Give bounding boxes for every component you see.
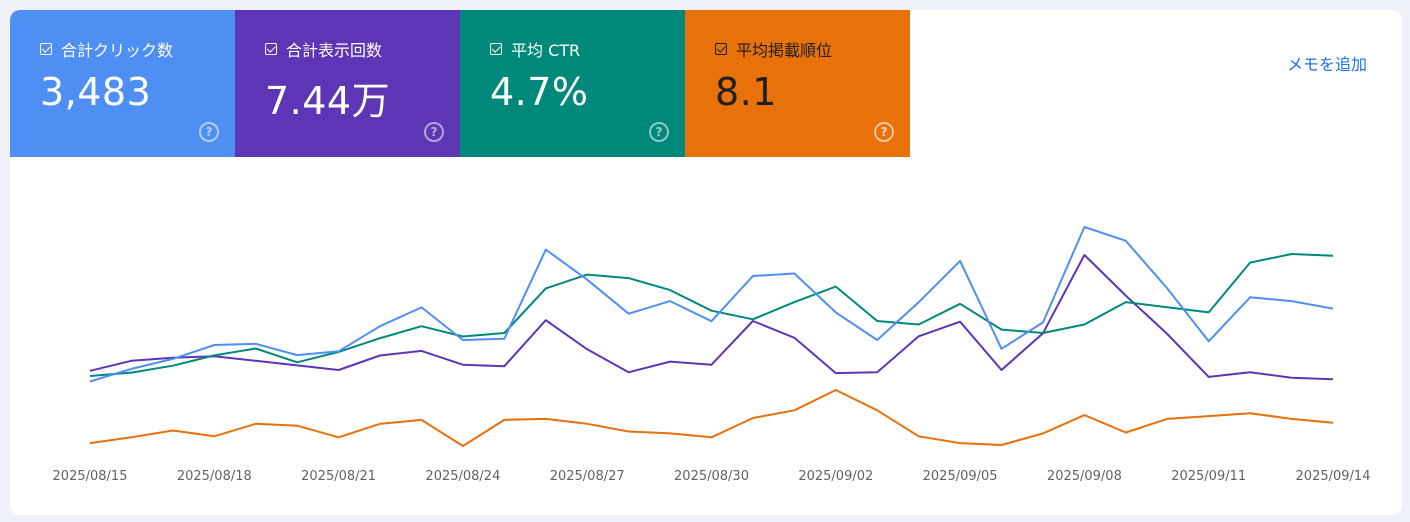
metric-label: 合計クリック数	[61, 41, 174, 60]
x-tick-label: 2025/08/15	[53, 469, 128, 484]
metric-value: 8.1	[715, 70, 777, 114]
x-tick-label: 2025/09/02	[798, 469, 873, 484]
metric-total-clicks[interactable]: 合計クリック数 3,483 ?	[10, 10, 235, 157]
checkbox-checked-icon[interactable]	[40, 43, 52, 55]
metric-label-row: 合計クリック数	[40, 37, 173, 61]
metric-label: 平均掲載順位	[736, 41, 833, 60]
series-line-ctr	[89, 253, 1334, 377]
metric-average-position[interactable]: 平均掲載順位 8.1 ?	[685, 10, 910, 157]
series-line-clicks	[89, 226, 1334, 383]
x-tick-label: 2025/08/18	[177, 469, 252, 484]
metric-label-row: 平均 CTR	[490, 37, 580, 61]
metric-total-impressions[interactable]: 合計表示回数 7.44万 ?	[235, 10, 460, 157]
x-tick-label: 2025/09/05	[923, 469, 998, 484]
metric-label: 合計表示回数	[286, 41, 383, 60]
series-line-impressions	[89, 254, 1334, 381]
metric-label: 平均 CTR	[511, 41, 581, 60]
checkbox-checked-icon[interactable]	[715, 43, 727, 55]
checkbox-checked-icon[interactable]	[490, 43, 502, 55]
metric-label-row: 合計表示回数	[265, 37, 382, 61]
performance-card: 合計クリック数 3,483 ? 合計表示回数 7.44万 ? 平均 CTR 4.…	[10, 10, 1402, 515]
series-line-position	[89, 389, 1334, 447]
x-tick-label: 2025/09/08	[1047, 469, 1122, 484]
x-tick-label: 2025/08/27	[550, 469, 625, 484]
metric-value: 7.44万	[265, 79, 391, 123]
checkbox-checked-icon[interactable]	[265, 43, 277, 55]
help-circle-icon[interactable]: ?	[874, 122, 894, 142]
x-tick-label: 2025/08/24	[425, 469, 500, 484]
metric-tabs: 合計クリック数 3,483 ? 合計表示回数 7.44万 ? 平均 CTR 4.…	[10, 10, 910, 157]
metric-value: 4.7%	[490, 70, 589, 114]
performance-line-chart: 2025/08/15 2025/08/18 2025/08/21 2025/08/24…	[53, 226, 1371, 484]
metric-average-ctr[interactable]: 平均 CTR 4.7% ?	[460, 10, 685, 157]
x-tick-label: 2025/09/14	[1296, 469, 1371, 484]
x-tick-label: 2025/08/21	[301, 469, 376, 484]
help-circle-icon[interactable]: ?	[649, 122, 669, 142]
help-circle-icon[interactable]: ?	[199, 122, 219, 142]
x-tick-label: 2025/08/30	[674, 469, 749, 484]
help-circle-icon[interactable]: ?	[424, 122, 444, 142]
x-tick-label: 2025/09/11	[1171, 469, 1246, 484]
metric-value: 3,483	[40, 70, 152, 114]
metric-label-row: 平均掲載順位	[715, 37, 832, 61]
add-note-link[interactable]: メモを追加	[1286, 55, 1367, 74]
